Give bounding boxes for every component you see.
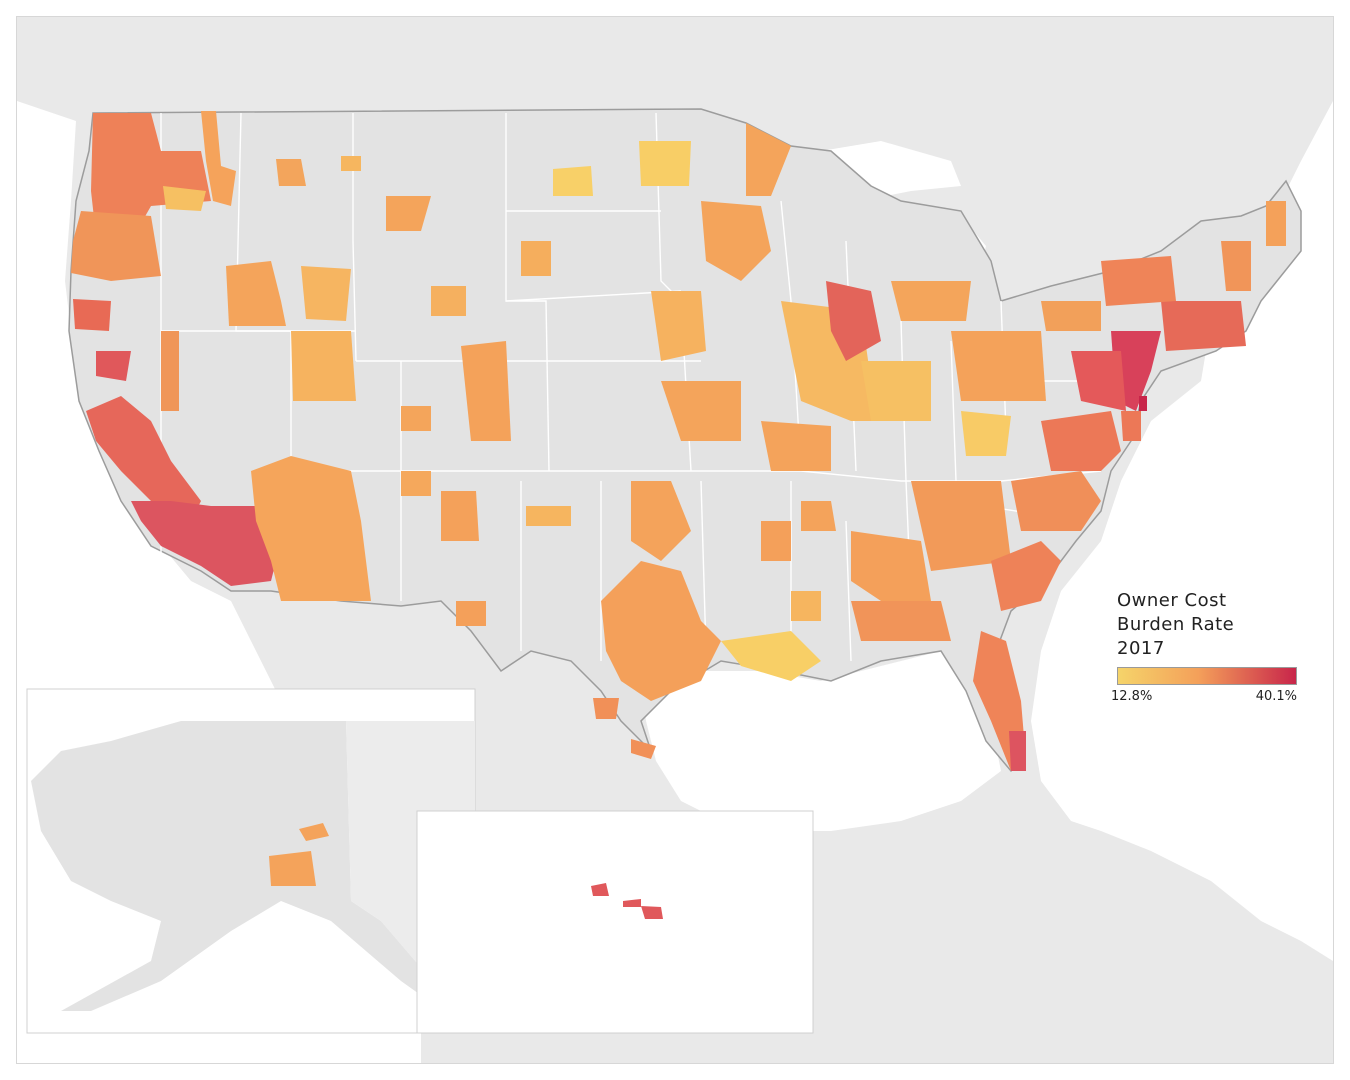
county-region[interactable] [86, 396, 201, 521]
county-region[interactable] [1041, 411, 1121, 471]
legend-ticks: 12.8% 40.1% [1111, 689, 1297, 704]
county-region[interactable] [96, 351, 131, 381]
county-region[interactable] [461, 341, 511, 441]
county-region[interactable] [951, 331, 1046, 401]
county-region[interactable] [591, 883, 609, 896]
county-region[interactable] [991, 541, 1061, 611]
county-region[interactable] [456, 601, 486, 626]
county-region[interactable] [1139, 396, 1147, 411]
county-region[interactable] [161, 331, 179, 411]
county-region[interactable] [861, 361, 931, 421]
county-region[interactable] [631, 739, 656, 759]
county-region[interactable] [1266, 201, 1286, 246]
county-region[interactable] [851, 531, 931, 601]
map-canvas[interactable]: Owner Cost Burden Rate 2017 12.8% 40.1% [16, 16, 1334, 1064]
county-region[interactable] [1221, 241, 1251, 291]
county-region[interactable] [291, 331, 356, 401]
atlantic-ocean [1031, 101, 1333, 961]
county-regions[interactable] [71, 111, 1286, 919]
legend: Owner Cost Burden Rate 2017 12.8% 40.1% [1111, 589, 1307, 704]
county-region[interactable] [71, 211, 161, 281]
gulf-of-mexico [641, 651, 1001, 831]
county-region[interactable] [301, 266, 351, 321]
county-region[interactable] [761, 421, 831, 471]
county-region[interactable] [163, 186, 206, 211]
county-region[interactable] [851, 601, 951, 641]
alaska-land [31, 721, 471, 1031]
county-region[interactable] [431, 286, 466, 316]
county-region[interactable] [341, 156, 361, 171]
county-region[interactable] [526, 506, 571, 526]
county-region[interactable] [386, 196, 431, 231]
legend-max-label: 40.1% [1255, 689, 1297, 704]
county-region[interactable] [1161, 301, 1246, 351]
county-region[interactable] [601, 561, 721, 701]
county-region[interactable] [276, 159, 306, 186]
county-region[interactable] [1011, 471, 1101, 531]
county-region[interactable] [1101, 256, 1176, 306]
county-region[interactable] [826, 281, 881, 361]
legend-min-label: 12.8% [1111, 689, 1153, 704]
county-region[interactable] [269, 851, 316, 886]
legend-color-scale [1117, 667, 1297, 685]
county-region[interactable] [91, 113, 211, 241]
county-region[interactable] [639, 141, 691, 186]
choropleth-map[interactable] [17, 17, 1333, 1063]
county-region[interactable] [701, 201, 771, 281]
county-region[interactable] [226, 261, 286, 326]
county-region[interactable] [1041, 301, 1101, 331]
county-region[interactable] [201, 111, 236, 206]
county-region[interactable] [593, 698, 619, 719]
county-region[interactable] [761, 521, 791, 561]
county-region[interactable] [661, 381, 741, 441]
county-region[interactable] [1071, 351, 1126, 411]
county-region[interactable] [891, 281, 971, 321]
legend-title: Owner Cost Burden Rate 2017 [1117, 590, 1235, 659]
county-region[interactable] [299, 823, 329, 841]
county-region[interactable] [251, 456, 371, 601]
county-region[interactable] [791, 591, 821, 621]
county-region[interactable] [441, 491, 479, 541]
county-region[interactable] [521, 241, 551, 276]
county-region[interactable] [651, 291, 706, 361]
county-region[interactable] [961, 411, 1011, 456]
county-region[interactable] [1121, 411, 1141, 441]
county-region[interactable] [911, 481, 1011, 571]
county-region[interactable] [401, 471, 431, 496]
county-region[interactable] [623, 899, 641, 907]
county-region[interactable] [721, 631, 821, 681]
county-region[interactable] [73, 299, 111, 331]
county-region[interactable] [631, 481, 691, 561]
county-region[interactable] [131, 501, 281, 586]
county-region[interactable] [401, 406, 431, 431]
county-region[interactable] [746, 123, 791, 196]
county-region[interactable] [801, 501, 836, 531]
county-region[interactable] [641, 906, 663, 919]
county-region[interactable] [553, 166, 593, 196]
hawaii-inset-frame [416, 810, 814, 1034]
county-region[interactable] [1009, 731, 1026, 771]
